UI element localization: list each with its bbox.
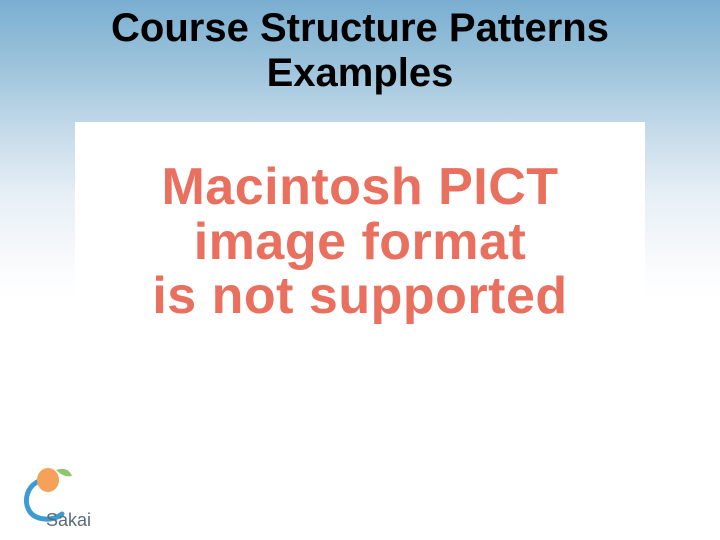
sakai-logo: Sakai [14, 460, 124, 532]
title-line-2: Examples [0, 51, 720, 96]
slide-title: Course Structure Patterns Examples [0, 0, 720, 96]
pict-error-line-2: image format [194, 215, 527, 270]
pict-error-line-1: Macintosh PICT [161, 160, 558, 215]
sakai-logo-icon: Sakai [14, 460, 124, 532]
title-line-1: Course Structure Patterns [0, 6, 720, 51]
pict-error-box: Macintosh PICT image format is not suppo… [75, 122, 645, 362]
logo-text: Sakai [46, 510, 91, 530]
pict-error-line-3: is not supported [152, 269, 567, 324]
